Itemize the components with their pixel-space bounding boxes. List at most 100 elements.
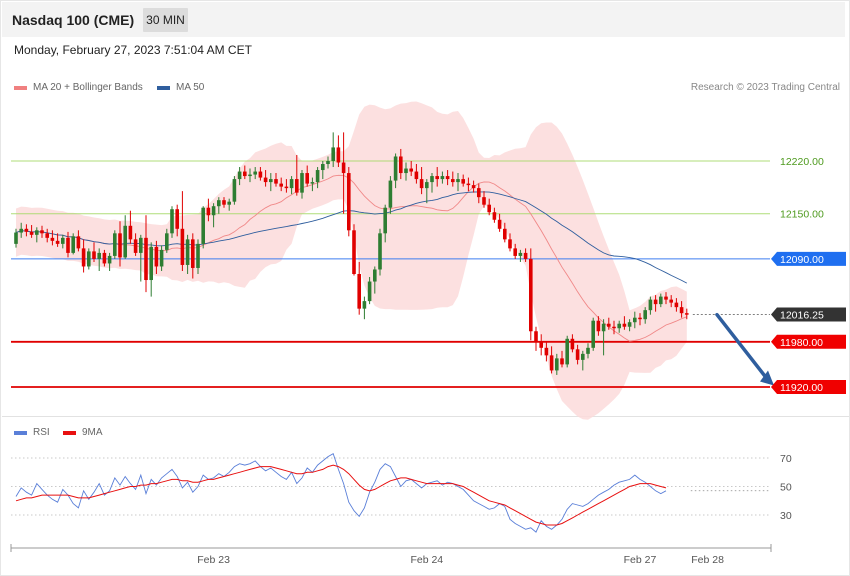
candle-body [669, 299, 673, 303]
candle-body [508, 239, 512, 249]
candle [237, 167, 242, 186]
candle-body [482, 197, 486, 205]
candle-body [331, 147, 335, 161]
candle-body [643, 310, 647, 320]
candle [461, 174, 465, 187]
candle [357, 261, 361, 315]
candle-body [362, 301, 367, 309]
price-label-r1: 12150.00 [780, 209, 824, 221]
candle-body [664, 296, 668, 300]
candle [55, 233, 60, 247]
candle [87, 248, 91, 270]
candle-body [107, 255, 112, 264]
candle-body [321, 164, 325, 171]
candle [289, 176, 294, 195]
candle-body [118, 233, 122, 258]
candle [191, 233, 195, 279]
candle [518, 249, 523, 262]
candle [591, 317, 595, 351]
candle-body [503, 228, 507, 240]
candle-body [196, 243, 200, 268]
candle-body [139, 237, 143, 253]
candle-body [300, 173, 304, 193]
legend-9ma-label: 9MA [82, 427, 103, 438]
candle [185, 234, 190, 274]
candle-body [367, 281, 372, 302]
candle-body [435, 176, 439, 180]
candle-body [263, 177, 268, 183]
x-tick-label: Feb 27 [624, 554, 657, 566]
candle [653, 295, 658, 312]
candle [102, 249, 107, 267]
candle [425, 179, 429, 204]
candle-body [513, 248, 517, 256]
candle-body [456, 179, 460, 183]
candle-body [575, 349, 580, 360]
candle [232, 176, 237, 205]
candle [664, 292, 668, 305]
candle [523, 248, 528, 262]
candle-body [123, 225, 127, 258]
candle [643, 307, 647, 324]
candle [315, 167, 320, 189]
candle [419, 167, 424, 195]
candle [201, 206, 205, 249]
price-label-last: 12016.25 [780, 309, 824, 321]
forecast-arrow-shaft [715, 312, 768, 380]
candle [388, 176, 393, 214]
candle [565, 335, 569, 368]
candle [284, 179, 289, 193]
price-label-pivot: 12090.00 [780, 254, 824, 266]
candle [612, 320, 616, 335]
candle [503, 222, 507, 243]
candle [243, 165, 247, 180]
candle-body [549, 355, 554, 371]
candle [159, 245, 164, 271]
candle-body [383, 207, 387, 234]
candle [170, 206, 174, 238]
candle [341, 132, 346, 214]
candle [336, 135, 341, 168]
candle [622, 316, 627, 330]
candle-body [71, 236, 75, 253]
candle-body [497, 219, 502, 229]
candle-body [159, 249, 164, 267]
candle-body [274, 179, 278, 184]
candle [300, 170, 304, 199]
candle-body [451, 179, 455, 183]
candle [71, 233, 75, 255]
candle [24, 224, 29, 237]
timeframe-badge[interactable]: 30 MIN [143, 8, 188, 32]
candle-body [180, 228, 185, 265]
candle-body [555, 358, 559, 371]
rsi-series-rsi [15, 453, 667, 533]
candle-body [544, 347, 549, 356]
rsi-tick-label: 50 [780, 482, 792, 494]
candle-body [425, 182, 429, 189]
candle-body [102, 252, 107, 264]
candle [258, 167, 263, 181]
candle-body [165, 233, 169, 250]
candle-body [289, 179, 294, 189]
candle-body [399, 156, 403, 174]
candle-body [586, 347, 590, 354]
candle-body [430, 176, 434, 183]
legend-bollinger: MA 20 + Bollinger Bands [14, 82, 143, 93]
candle-body [357, 274, 361, 309]
candle-body [378, 233, 382, 270]
candle-body [393, 156, 398, 181]
bollinger-swatch [14, 85, 27, 90]
candle-body [29, 231, 34, 235]
candle-body [347, 173, 351, 231]
copyright-notice: Research © 2023 Trading Central [690, 82, 840, 93]
candle [269, 173, 273, 192]
candle-body [373, 269, 377, 282]
candle [144, 215, 148, 293]
price-tag-pivot [771, 251, 846, 266]
candle [362, 296, 367, 320]
legend-rsi-label: RSI [33, 427, 50, 438]
candle [217, 197, 221, 214]
candle [29, 225, 34, 238]
candle-body [477, 188, 481, 198]
